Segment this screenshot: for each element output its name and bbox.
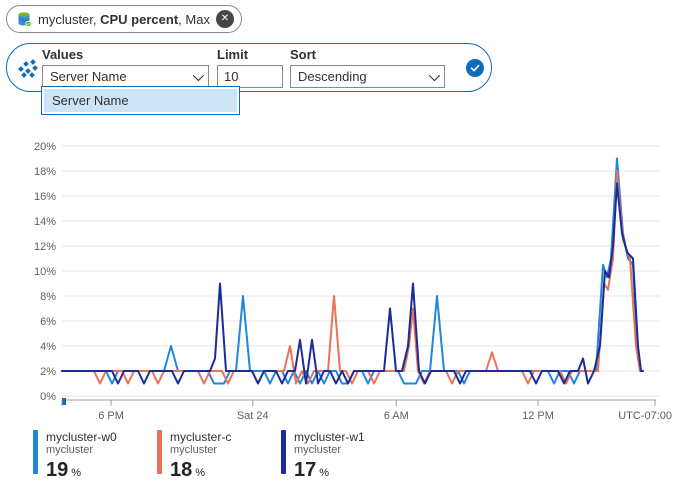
svg-text:12%: 12% <box>34 241 56 253</box>
checkmark-icon <box>470 64 480 72</box>
legend-color-bar <box>33 430 38 474</box>
legend-series-unit: % <box>319 467 330 479</box>
legend-series-name: mycluster-w0 <box>46 430 117 444</box>
svg-text:8%: 8% <box>40 291 56 303</box>
database-icon <box>16 11 32 27</box>
values-selected: Server Name <box>50 69 127 84</box>
legend-series-unit: % <box>195 467 206 479</box>
limit-input[interactable] <box>217 65 283 88</box>
sort-label: Sort <box>290 47 316 62</box>
svg-text:18%: 18% <box>34 166 56 178</box>
x-axis: 6 PM Sat 24 6 AM 12 PM UTC-07:00 <box>61 398 672 422</box>
legend-series-value: 17 <box>294 459 317 481</box>
chevron-down-icon <box>192 69 205 81</box>
svg-text:16%: 16% <box>34 191 56 203</box>
legend-item-mycluster-w0[interactable]: mycluster-w0 mycluster 19 % <box>33 430 129 480</box>
series-line-mycluster-w1[interactable] <box>61 182 644 385</box>
legend-series-group: mycluster <box>294 444 342 456</box>
dropdown-option-server-name[interactable]: Server Name <box>44 89 237 112</box>
sort-selected: Descending <box>298 69 367 84</box>
svg-text:2%: 2% <box>40 366 56 378</box>
svg-text:12 PM: 12 PM <box>522 410 554 422</box>
gridlines: 0% 2% 4% 6% 8% 10% 12% 14% 16% 18% 20% <box>34 141 660 403</box>
legend-series-unit: % <box>71 467 82 479</box>
legend-series-group: mycluster <box>46 444 94 456</box>
svg-text:10%: 10% <box>34 266 56 278</box>
metrics-chart[interactable]: 0%2%4%6%8%10%12%14%16%18%20%6 PM Sat 24 6 … <box>0 0 678 428</box>
axis-start-handle <box>62 398 66 405</box>
metric-filter-pill[interactable]: mycluster, CPU percent, Max ✕ <box>6 5 242 33</box>
legend-series-value: 18 <box>170 459 193 481</box>
svg-text:6 AM: 6 AM <box>384 410 409 422</box>
values-label: Values <box>42 47 84 62</box>
legend-item-mycluster-w1[interactable]: mycluster-w1 mycluster 17 % <box>281 430 377 480</box>
values-dropdown[interactable]: Server Name <box>42 65 209 88</box>
svg-text:6 PM: 6 PM <box>98 410 124 422</box>
metric-name: CPU percent <box>100 11 179 27</box>
apply-splitting-panel: Values Server Name Limit Sort Descending <box>6 43 492 92</box>
values-dropdown-list: Server Name <box>41 86 240 115</box>
remove-metric-button[interactable]: ✕ <box>215 10 234 28</box>
svg-text:6%: 6% <box>40 316 56 328</box>
chart-legend: mycluster-w0 mycluster 19 % mycluster-c … <box>33 430 377 480</box>
legend-series-name: mycluster-w1 <box>294 430 365 444</box>
legend-series-value: 19 <box>46 459 69 481</box>
sort-dropdown[interactable]: Descending <box>290 65 445 88</box>
legend-series-name: mycluster-c <box>170 430 232 444</box>
utc-offset-label: UTC-07:00 <box>618 410 672 422</box>
chevron-down-icon <box>428 69 441 81</box>
svg-text:4%: 4% <box>40 341 56 353</box>
limit-label: Limit <box>217 47 249 62</box>
legend-item-mycluster-c[interactable]: mycluster-c mycluster 18 % <box>157 430 253 480</box>
svg-text:0%: 0% <box>40 391 56 403</box>
legend-color-bar <box>281 430 286 474</box>
splitting-icon <box>17 58 39 85</box>
apply-splitting-confirm-button[interactable] <box>466 59 484 77</box>
legend-color-bar <box>157 430 162 474</box>
svg-text:20%: 20% <box>34 141 56 153</box>
svg-text:14%: 14% <box>34 216 56 228</box>
metric-filter-text: mycluster, CPU percent, Max <box>38 11 210 27</box>
svg-text:Sat 24: Sat 24 <box>237 410 269 422</box>
legend-series-group: mycluster <box>170 444 218 456</box>
series-line-mycluster-c[interactable] <box>61 170 644 385</box>
